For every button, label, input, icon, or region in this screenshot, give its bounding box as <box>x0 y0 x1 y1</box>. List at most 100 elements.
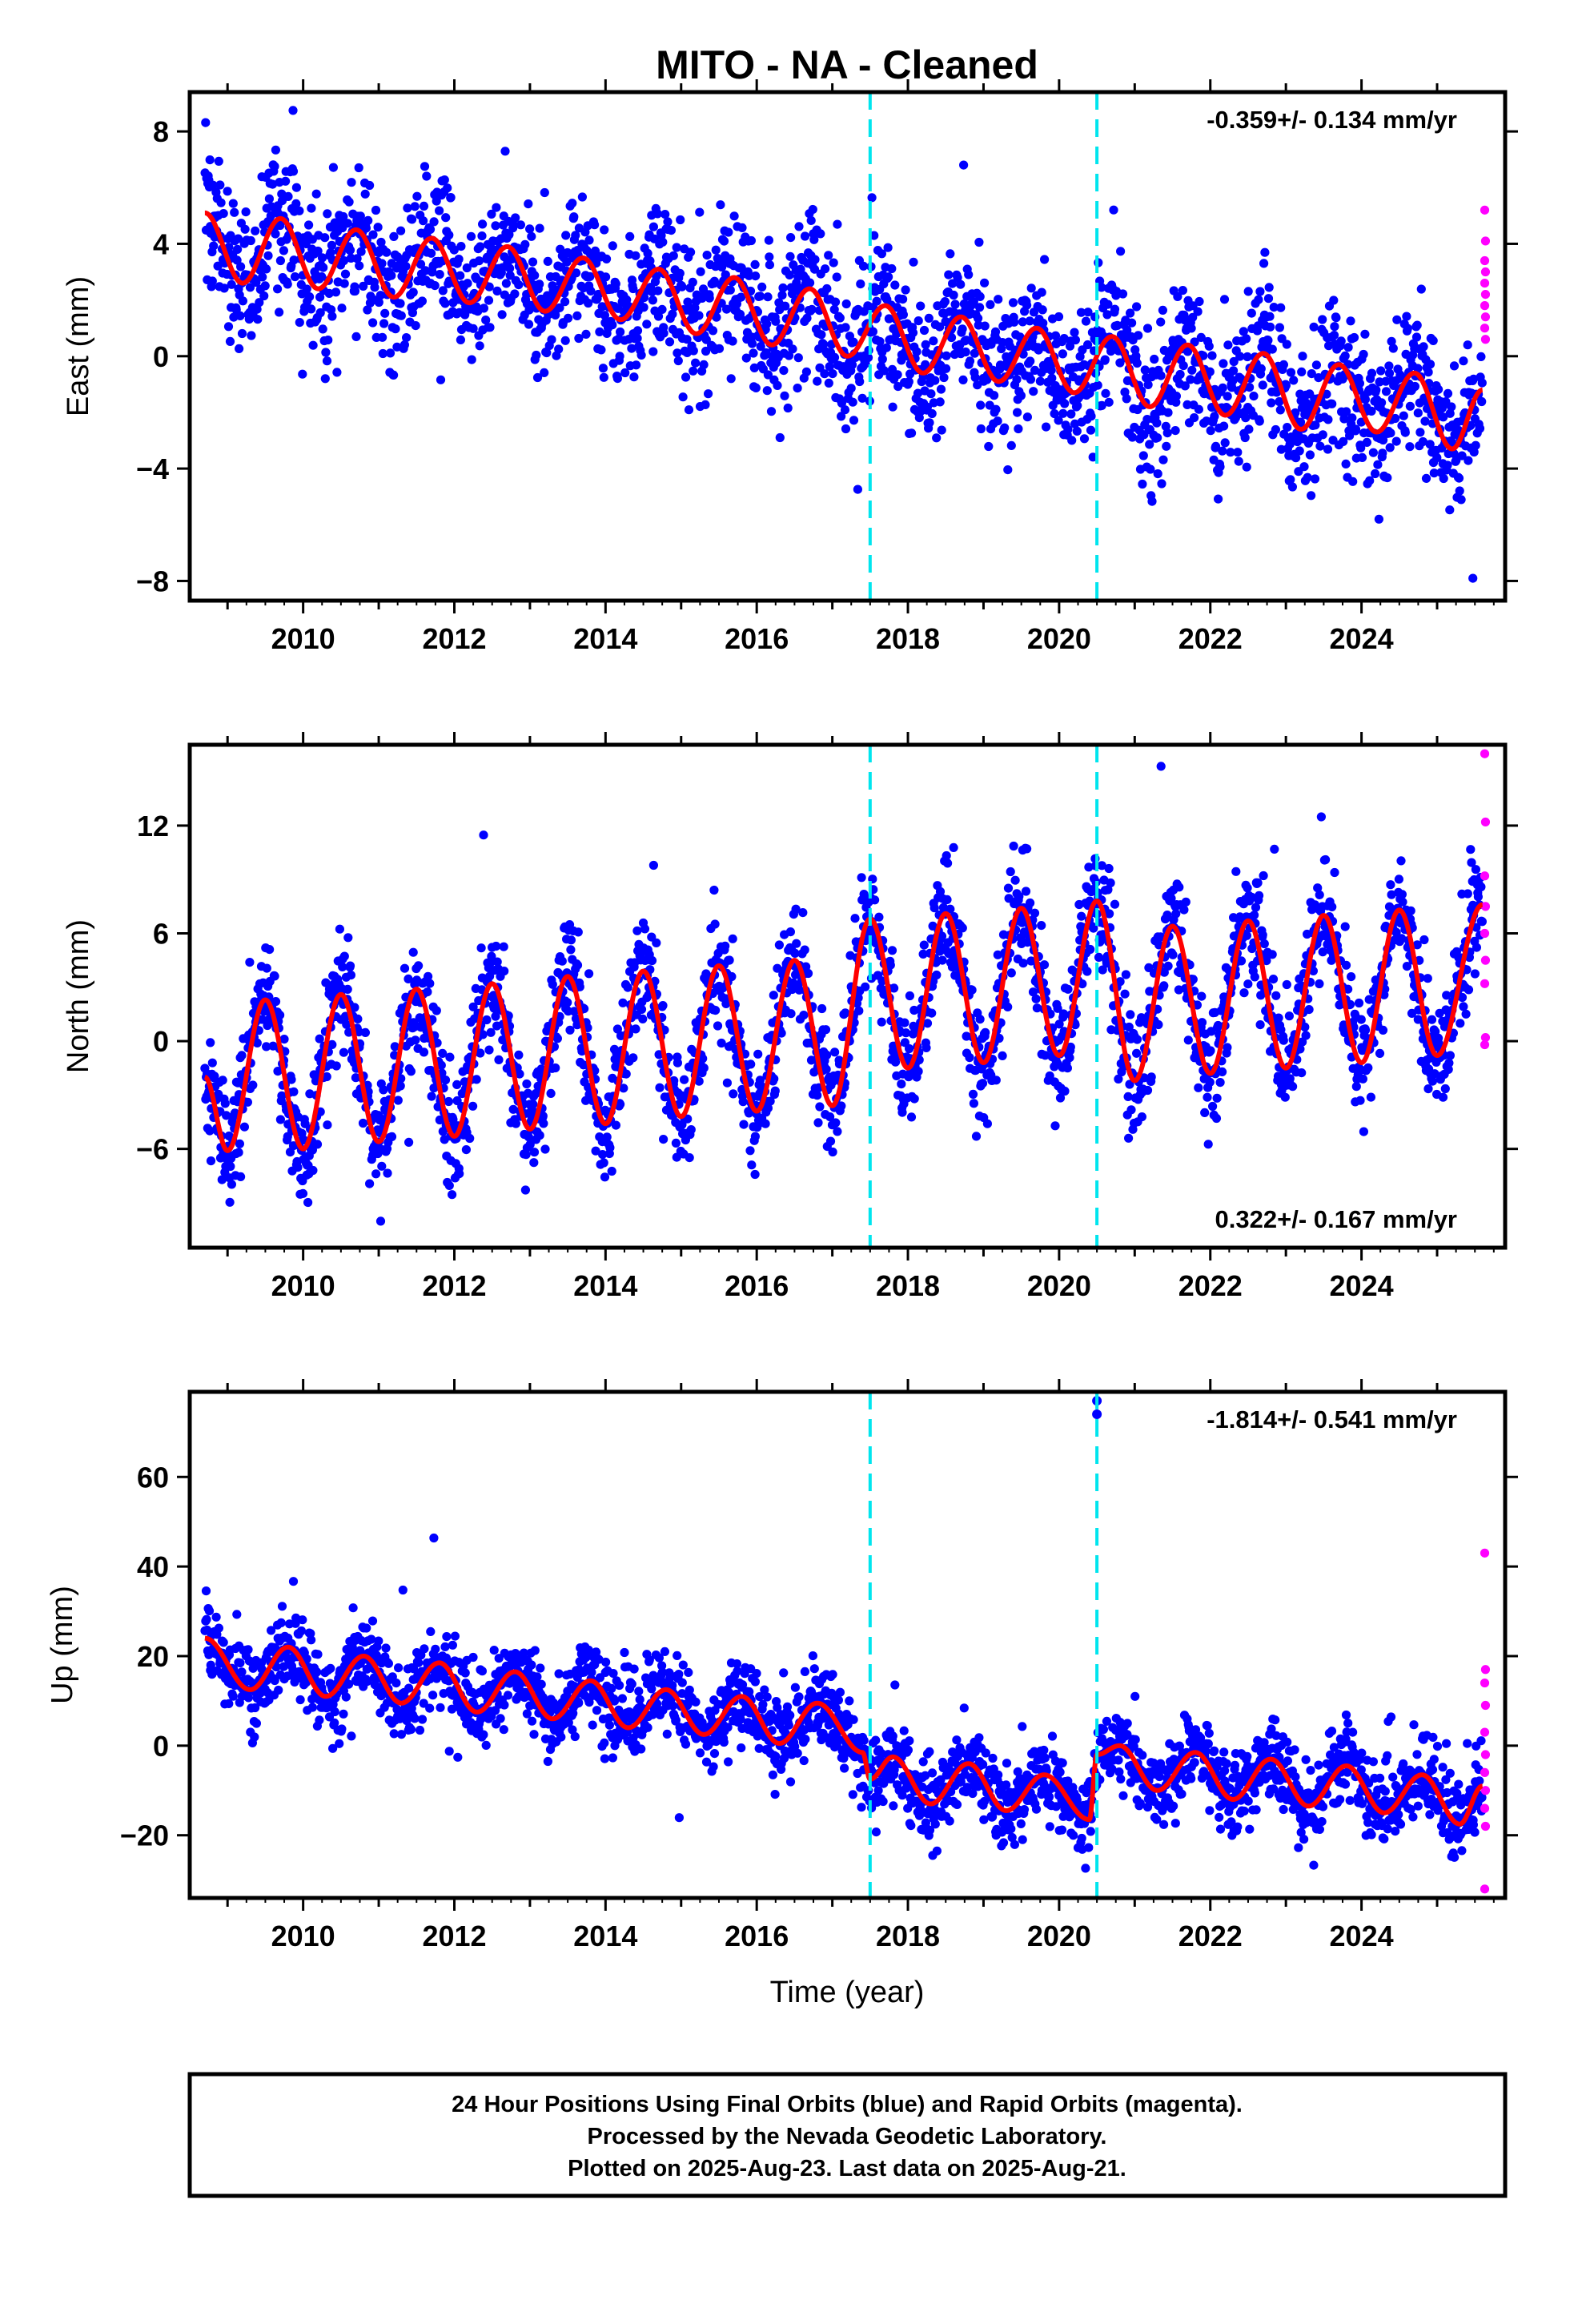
final-orbit-point <box>1028 987 1038 997</box>
final-orbit-point <box>354 163 363 173</box>
final-orbit-point <box>383 1168 392 1178</box>
final-orbit-point <box>368 230 378 239</box>
final-orbit-point <box>1114 1074 1123 1084</box>
final-orbit-point <box>597 302 607 312</box>
final-orbit-point <box>912 347 921 356</box>
final-orbit-point <box>1186 324 1196 333</box>
final-orbit-point <box>524 1132 533 1142</box>
final-orbit-point <box>615 352 624 361</box>
final-orbit-point <box>726 374 736 384</box>
final-orbit-point <box>764 235 774 245</box>
final-orbit-point <box>1260 247 1270 257</box>
final-orbit-point <box>1415 428 1425 437</box>
final-orbit-point <box>837 1101 846 1111</box>
final-orbit-point <box>803 968 813 979</box>
final-orbit-point <box>1213 1020 1223 1031</box>
final-orbit-point <box>573 927 583 937</box>
final-orbit-point <box>482 1015 492 1025</box>
final-orbit-point <box>441 213 451 223</box>
final-orbit-point <box>1219 295 1230 304</box>
final-orbit-point <box>1300 1022 1310 1032</box>
final-orbit-point <box>1456 1019 1465 1028</box>
final-orbit-point <box>914 413 924 423</box>
final-orbit-point <box>245 958 255 967</box>
final-orbit-point <box>698 1054 708 1063</box>
final-orbit-point <box>765 260 775 270</box>
final-orbit-point <box>227 1180 236 1189</box>
y-tick-label: 8 <box>153 115 169 148</box>
rapid-orbit-point <box>1480 278 1490 288</box>
final-orbit-point <box>1163 961 1173 971</box>
x-tick-label: 2012 <box>422 622 486 655</box>
final-orbit-point <box>1083 340 1093 350</box>
final-orbit-point <box>921 1043 931 1052</box>
final-orbit-point <box>1110 899 1120 909</box>
final-orbit-point <box>440 1076 451 1085</box>
final-orbit-point <box>1132 302 1142 312</box>
final-orbit-point <box>535 1131 544 1140</box>
final-orbit-point <box>404 974 413 983</box>
final-orbit-point <box>1276 303 1286 312</box>
final-orbit-point <box>1215 1078 1225 1088</box>
rapid-orbit-point <box>1480 335 1491 344</box>
final-orbit-point <box>1010 875 1020 885</box>
final-orbit-point <box>890 280 900 290</box>
final-orbit-point <box>234 1148 243 1157</box>
final-orbit-point <box>971 1132 982 1141</box>
final-orbit-point <box>530 271 540 280</box>
final-orbit-point <box>936 384 946 394</box>
final-orbit-point <box>532 350 541 360</box>
final-orbit-point <box>781 301 790 311</box>
final-orbit-point <box>1255 287 1265 296</box>
final-orbit-point <box>1156 762 1166 771</box>
final-orbit-point <box>1003 465 1013 475</box>
final-orbit-point <box>491 1011 500 1021</box>
final-orbit-point <box>1356 1015 1366 1024</box>
final-orbit-point <box>1050 331 1061 340</box>
final-orbit-point <box>1299 462 1309 472</box>
final-orbit-point <box>1029 387 1038 396</box>
rapid-orbit-point <box>1480 267 1491 277</box>
final-orbit-point <box>281 176 291 186</box>
final-orbit-point <box>1307 491 1316 501</box>
final-orbit-point <box>1386 880 1395 890</box>
final-orbit-point <box>577 192 588 202</box>
final-orbit-point <box>1400 428 1410 437</box>
final-orbit-point <box>463 279 472 288</box>
final-orbit-point <box>1397 934 1407 943</box>
final-orbit-point <box>522 1079 532 1089</box>
final-orbit-point <box>289 1087 299 1096</box>
final-orbit-point <box>1122 325 1132 335</box>
final-orbit-point <box>1132 1048 1142 1058</box>
plot-frame <box>187 90 1508 603</box>
final-orbit-point <box>849 337 858 347</box>
final-orbit-point <box>1362 437 1371 448</box>
final-orbit-point <box>505 271 515 280</box>
final-orbit-point <box>746 1059 756 1069</box>
rapid-orbit-point <box>1480 928 1490 939</box>
final-orbit-point <box>1026 356 1035 366</box>
final-orbit-point <box>661 210 670 219</box>
final-orbit-point <box>636 1004 647 1014</box>
final-orbit-point <box>1210 412 1219 421</box>
final-orbit-point <box>750 259 760 269</box>
final-orbit-point <box>785 927 796 937</box>
final-orbit-point <box>829 258 838 267</box>
final-orbit-point <box>476 1048 485 1058</box>
final-orbit-point <box>745 1146 755 1156</box>
final-orbit-point <box>1459 356 1468 366</box>
final-orbit-point <box>1203 1140 1213 1149</box>
final-orbit-point <box>1432 452 1442 463</box>
final-orbit-point <box>205 1126 215 1136</box>
final-orbit-point <box>1356 443 1366 452</box>
final-orbit-point <box>1086 412 1096 421</box>
final-orbit-point <box>942 850 951 861</box>
final-orbit-point <box>974 237 984 247</box>
final-orbit-point <box>532 372 543 383</box>
final-orbit-point <box>293 1163 303 1172</box>
final-orbit-point <box>313 246 323 256</box>
final-orbit-point <box>632 926 642 935</box>
final-orbit-point <box>271 997 281 1007</box>
final-orbit-point <box>1427 1015 1437 1024</box>
final-orbit-point <box>648 296 658 305</box>
